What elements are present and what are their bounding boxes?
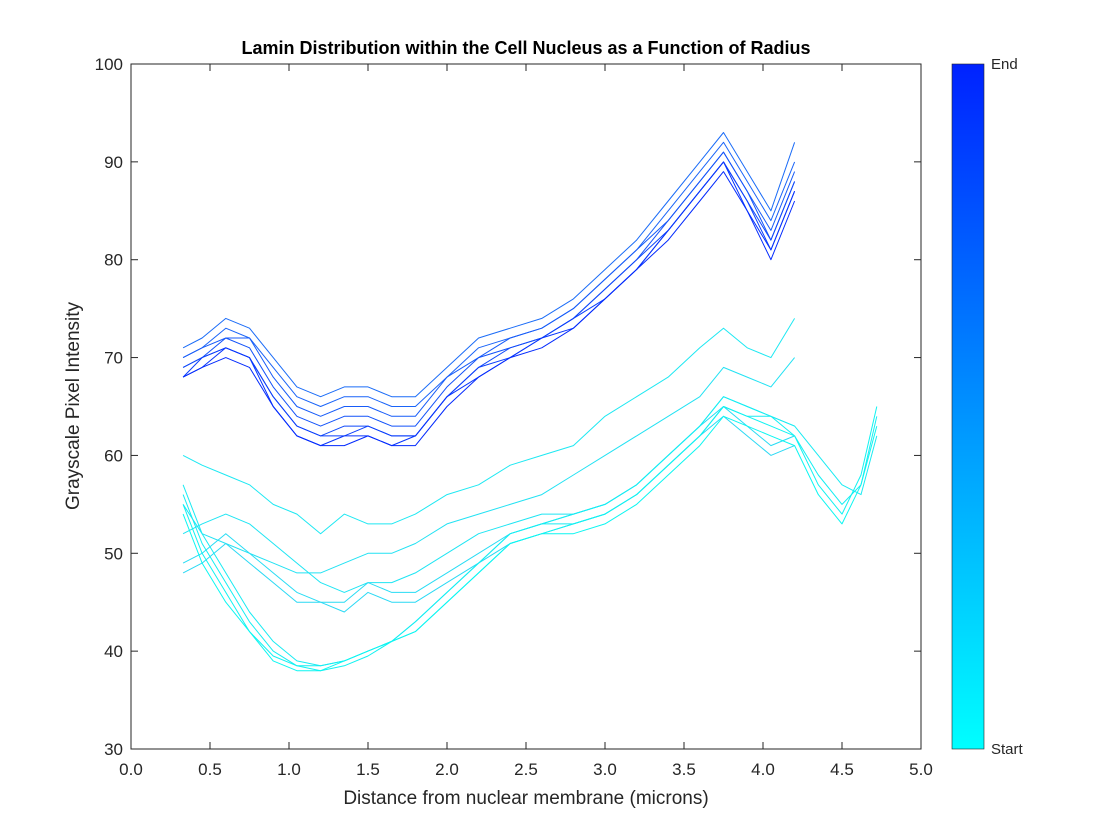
series-line-4 bbox=[182, 406, 795, 603]
series-line-7 bbox=[182, 396, 878, 667]
y-tick-label: 40 bbox=[104, 642, 123, 661]
y-tick-label: 80 bbox=[104, 251, 123, 270]
x-tick-label: 0.0 bbox=[119, 760, 143, 779]
plot-background bbox=[131, 64, 921, 749]
chart-title: Lamin Distribution within the Cell Nucle… bbox=[241, 38, 810, 58]
y-tick-label: 70 bbox=[104, 349, 123, 368]
x-tick-label: 2.0 bbox=[435, 760, 459, 779]
y-tick-label: 100 bbox=[95, 55, 123, 74]
colorbar-start-label: Start bbox=[991, 741, 1024, 758]
series-line-13 bbox=[182, 151, 796, 427]
colorbar: End Start bbox=[951, 56, 1024, 758]
x-axis-label: Distance from nuclear membrane (microns) bbox=[343, 788, 708, 809]
y-tick-label: 30 bbox=[104, 740, 123, 759]
series-line-9 bbox=[182, 415, 878, 672]
series-line-5 bbox=[182, 415, 795, 613]
x-tick-label: 3.0 bbox=[593, 760, 617, 779]
y-axis-label: Grayscale Pixel Intensity bbox=[63, 301, 84, 510]
x-tick-label: 4.0 bbox=[751, 760, 775, 779]
x-tick-label: 3.5 bbox=[672, 760, 696, 779]
y-tick-label: 60 bbox=[104, 446, 123, 465]
series-line-10 bbox=[182, 132, 796, 398]
x-tick-label: 2.5 bbox=[514, 760, 538, 779]
series-line-16 bbox=[182, 161, 796, 447]
x-tick-label: 0.5 bbox=[198, 760, 222, 779]
ticks-layer: 0.0 0.5 1.0 1.5 2.0 2.5 3.0 3.5 4.0 4.5 5.0 30 40 50 6… bbox=[95, 55, 933, 779]
series-line-1 bbox=[182, 318, 796, 535]
colorbar-gradient bbox=[951, 63, 985, 750]
x-tick-label: 5.0 bbox=[909, 760, 933, 779]
series-line-2 bbox=[182, 357, 795, 574]
series-line-17 bbox=[182, 171, 796, 447]
colorbar-end-label: End bbox=[991, 56, 1018, 73]
series-line-11 bbox=[182, 141, 796, 407]
x-tick-label: 1.0 bbox=[277, 760, 301, 779]
y-tick-label: 50 bbox=[104, 544, 123, 563]
series-layer bbox=[182, 132, 878, 672]
x-tick-label: 1.5 bbox=[356, 760, 380, 779]
x-tick-label: 4.5 bbox=[830, 760, 854, 779]
y-tick-label: 90 bbox=[104, 153, 123, 172]
